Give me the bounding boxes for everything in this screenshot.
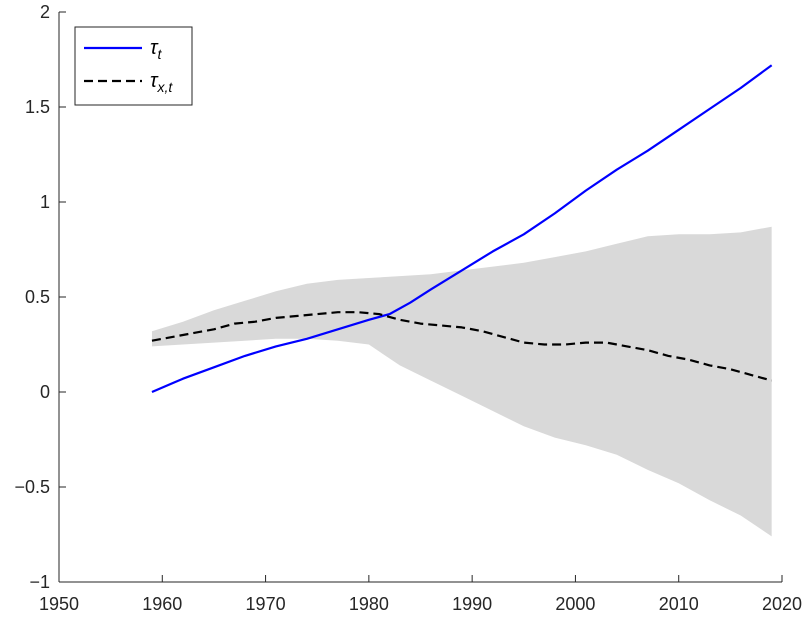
x-tick-label: 1960 [142, 594, 182, 614]
x-tick-label: 1970 [246, 594, 286, 614]
y-tick-label: 1.5 [25, 97, 50, 117]
legend: τt τx,t [74, 26, 193, 106]
legend-box [74, 26, 193, 106]
legend-label-0: τt [150, 37, 162, 62]
y-tick-label: −0.5 [14, 477, 50, 497]
y-tick-label: −1 [29, 572, 50, 592]
y-tick-label: 1 [40, 192, 50, 212]
y-tick-label: 0 [40, 382, 50, 402]
series-line-1 [151, 311, 772, 382]
y-tick-label: 2 [40, 2, 50, 22]
ticks-layer: 1950 1960 1970 1980 1990 2000 2010 2020 −1 −0.5 0 0… [14, 2, 802, 614]
x-tick-label: 2010 [659, 594, 699, 614]
confidence-band [151, 226, 772, 537]
x-tick-label: 1980 [349, 594, 389, 614]
confidence-band-layer [151, 226, 772, 537]
x-tick-label: 2020 [762, 594, 802, 614]
series-line-0 [151, 64, 773, 394]
x-tick-label: 1950 [39, 594, 79, 614]
legend-label-1: τx,t [150, 70, 173, 95]
y-tick-label: 0.5 [25, 287, 50, 307]
x-tick-label: 1990 [452, 594, 492, 614]
series-layer [151, 64, 773, 394]
x-tick-label: 2000 [555, 594, 595, 614]
